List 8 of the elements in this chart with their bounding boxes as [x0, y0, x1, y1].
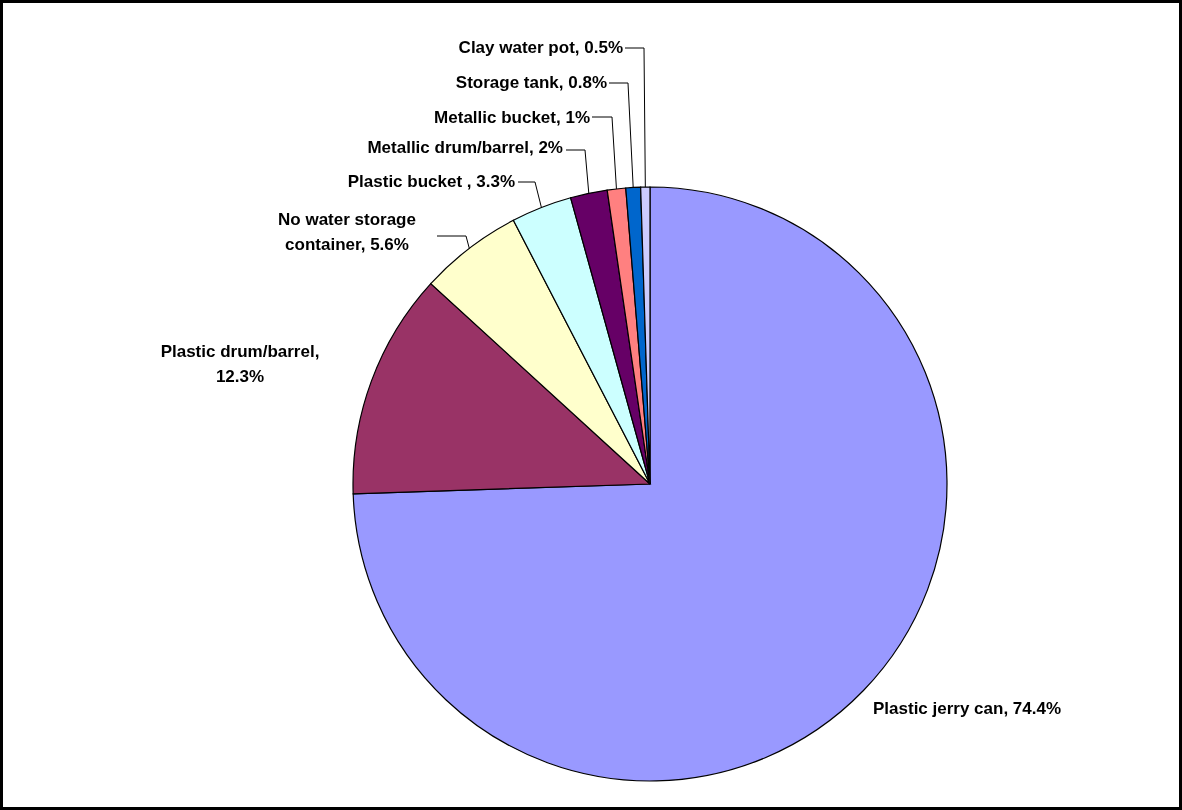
slice-label: Metallic drum/barrel, 2% — [367, 138, 563, 157]
slice-label: Plastic jerry can, 74.4% — [873, 699, 1062, 718]
slice-label: Plastic drum/barrel, 12.3% — [160, 342, 320, 386]
legend-label: No water storage container, 5.6% — [278, 210, 416, 254]
slice-label: Clay water pot, 0.5% — [458, 38, 623, 57]
slice-label: Plastic bucket , 3.3% — [347, 172, 515, 191]
slice-label: Metallic bucket, 1% — [434, 108, 590, 127]
slice-label: Storage tank, 0.8% — [455, 73, 607, 92]
